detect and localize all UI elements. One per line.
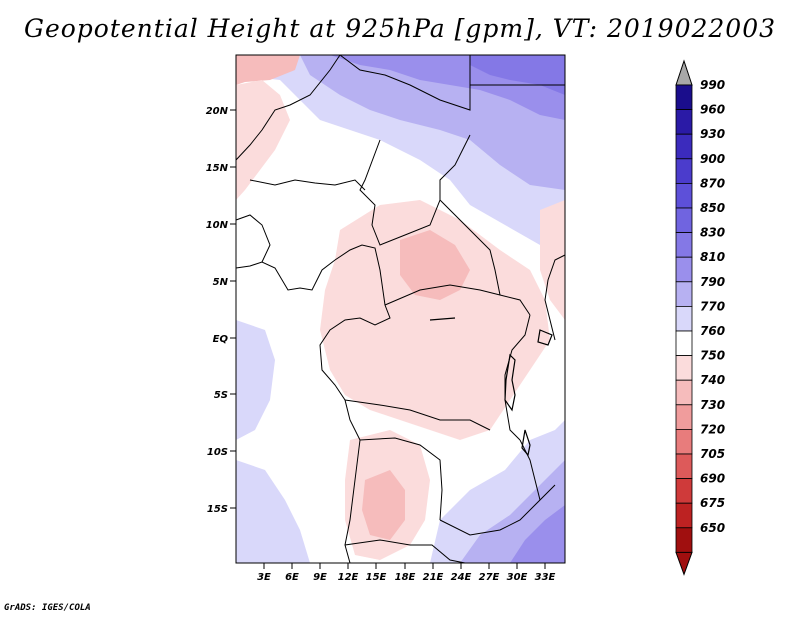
- colorbar-label: 790: [700, 275, 725, 289]
- latitude-axis: 20N 15N 10N 5N EQ 5S 10S 15S: [206, 106, 236, 515]
- lon-tick-label: 6E: [285, 572, 299, 583]
- region-pink-nw: [236, 55, 300, 85]
- colorbar-label: 705: [700, 447, 725, 461]
- colorbar-swatch: [675, 207, 693, 234]
- colorbar-swatch: [675, 133, 693, 160]
- colorbar-label: 870: [700, 176, 725, 190]
- colorbar-label: 740: [700, 373, 725, 387]
- colorbar-swatch: [675, 453, 693, 480]
- colorbar-swatch: [675, 478, 693, 504]
- lat-tick-label: EQ: [213, 334, 229, 345]
- colorbar-bottom-arrow: [675, 551, 693, 576]
- footer-credit: GrADS: IGES/COLA: [4, 603, 91, 613]
- region-blue-se: [510, 505, 565, 563]
- colorbar-label: 850: [700, 201, 725, 215]
- lon-tick-label: 9E: [313, 572, 327, 583]
- colorbar-swatch: [675, 256, 693, 283]
- lon-tick-label: 12E: [338, 572, 359, 583]
- lon-tick-label: 3E: [257, 572, 271, 583]
- colorbar-swatch: [675, 109, 693, 135]
- colorbar-label: 810: [700, 250, 725, 264]
- colorbar-swatch: [675, 330, 693, 357]
- lon-tick-label: 24E: [451, 572, 472, 583]
- colorbar-label: 770: [700, 299, 725, 313]
- lat-tick-label: 10N: [206, 220, 229, 231]
- lat-tick-label: 5N: [213, 277, 229, 288]
- lakes: [429, 317, 553, 457]
- lon-tick-label: 33E: [535, 572, 556, 583]
- colorbar-swatch: [675, 379, 693, 406]
- colorbar-label: 730: [700, 398, 725, 412]
- lon-tick-label: 15E: [366, 572, 387, 583]
- lon-tick-label: 21E: [423, 572, 444, 583]
- colorbar-swatch: [675, 502, 693, 529]
- colorbar-label: 990: [700, 78, 725, 92]
- colorbar-label: 750: [700, 349, 725, 363]
- lon-tick-label: 30E: [507, 572, 528, 583]
- height-field: [236, 55, 565, 563]
- colorbar-swatch: [675, 428, 693, 455]
- region-pink-central: [400, 230, 470, 300]
- colorbar-label: 900: [700, 152, 725, 166]
- colorbar-label: 690: [700, 472, 725, 486]
- colorbar-label: 675: [700, 496, 725, 510]
- colorbar-label: 650: [700, 521, 725, 535]
- region-pale-blue-west: [236, 320, 275, 440]
- region-pink-south: [362, 470, 405, 540]
- longitude-axis: 3E 6E 9E 12E 15E 18E 21E 24E 27E 30E 33E: [257, 563, 556, 583]
- lat-tick-label: 20N: [206, 106, 229, 117]
- colorbar-label: 930: [700, 127, 725, 141]
- map-frame: [235, 54, 566, 564]
- colorbar-swatch: [675, 281, 693, 307]
- lat-tick-label: 15S: [207, 504, 228, 515]
- chart-title: Geopotential Height at 925hPa [gpm], VT:…: [23, 14, 777, 43]
- colorbar-label: 960: [700, 103, 725, 117]
- country-borders: [235, 54, 566, 564]
- colorbar-swatch: [675, 305, 693, 332]
- colorbar-swatch: [675, 527, 693, 553]
- colorbar: 990 960 930 900 870 850 830 810 790 770 760 750 740 7…: [675, 59, 725, 576]
- lon-tick-label: 27E: [479, 572, 500, 583]
- lon-tick-label: 18E: [395, 572, 416, 583]
- colorbar-swatch: [675, 404, 693, 430]
- colorbar-swatch: [675, 158, 693, 184]
- lat-tick-label: 5S: [214, 390, 228, 401]
- colorbar-label: 720: [700, 422, 725, 436]
- region-light-pink-east: [540, 200, 565, 320]
- colorbar-swatch: [675, 232, 693, 258]
- region-pale-blue-sw: [236, 460, 310, 563]
- colorbar-swatch: [675, 182, 693, 209]
- colorbar-top-arrow: [675, 59, 693, 86]
- colorbar-swatch: [675, 355, 693, 381]
- colorbar-swatch: [675, 84, 693, 111]
- colorbar-label: 830: [700, 226, 725, 240]
- lat-tick-label: 15N: [206, 163, 229, 174]
- lat-tick-label: 10S: [207, 447, 228, 458]
- colorbar-label: 760: [700, 324, 725, 338]
